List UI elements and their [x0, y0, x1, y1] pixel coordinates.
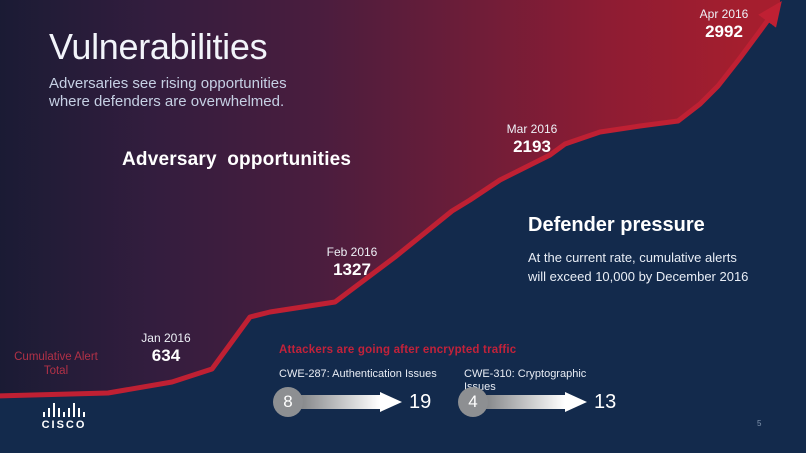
cwe-287-arrow-bar [296, 395, 380, 409]
cwe-287-arrowhead-icon [380, 392, 402, 412]
data-point-value: 1327 [333, 260, 371, 279]
subtitle: Adversaries see rising opportunities whe… [49, 75, 287, 110]
defender-heading: Defender pressure [528, 214, 705, 236]
data-point-apr: Apr 2016 2992 [700, 7, 749, 42]
cisco-logo-bars-icon [38, 403, 90, 417]
data-point-month: Mar 2016 [506, 122, 558, 136]
cwe-310-trend: 4 13 [458, 387, 616, 417]
cwe-287-trend: 8 19 [273, 387, 431, 417]
attackers-heading: Attackers are going after encrypted traf… [279, 344, 517, 356]
cumulative-area-fill [0, 0, 780, 396]
cisco-logo: CISCO [38, 403, 90, 431]
subtitle-line-1: Adversaries see rising opportunities [49, 75, 287, 92]
defender-pressure-block: Defender pressure At the current rate, c… [528, 214, 748, 286]
defender-body-line-2: will exceed 10,000 by December 2016 [528, 269, 749, 284]
data-point-value: 2193 [513, 137, 551, 156]
data-point-jan: Jan 2016 634 [141, 331, 190, 366]
subtitle-line-2: where defenders are overwhelmed. [49, 92, 285, 110]
cwe-310-from-badge: 4 [458, 387, 488, 417]
page-number: 5 [757, 419, 762, 428]
data-point-month: Apr 2016 [699, 7, 749, 21]
cwe-287-label: CWE-287: Authentication Issues [279, 368, 437, 380]
callout-cwe-287: CWE-287: Authentication Issues 8 19 [273, 366, 483, 422]
cwe-310-arrow-bar [481, 395, 565, 409]
cwe-287-to-value: 19 [409, 390, 432, 413]
data-point-mar: Mar 2016 2193 [507, 122, 558, 157]
cwe-310-to-value: 13 [594, 390, 617, 413]
series-legend: Cumulative Alert Total [14, 351, 98, 377]
chart-title: Adversary opportunities [122, 149, 352, 170]
cisco-wordmark: CISCO [41, 419, 87, 431]
cumulative-trend-line [0, 0, 782, 399]
data-point-feb: Feb 2016 1327 [327, 245, 378, 280]
data-point-month: Jan 2016 [141, 331, 191, 345]
data-point-value: 634 [151, 346, 181, 365]
data-point-value: 2992 [705, 22, 743, 41]
title-block: Vulnerabilities Adversaries see rising o… [49, 26, 287, 110]
defender-body-line-1: At the current rate, cumulative alerts [528, 250, 737, 265]
page-title: Vulnerabilities [49, 26, 268, 67]
cwe-310-arrowhead-icon [565, 392, 587, 412]
data-point-month: Feb 2016 [326, 245, 378, 259]
callout-cwe-310: CWE-310: Cryptographic Issues 4 13 [458, 366, 668, 422]
defender-body: At the current rate, cumulative alerts w… [528, 248, 748, 286]
cwe-287-from-badge: 8 [273, 387, 303, 417]
